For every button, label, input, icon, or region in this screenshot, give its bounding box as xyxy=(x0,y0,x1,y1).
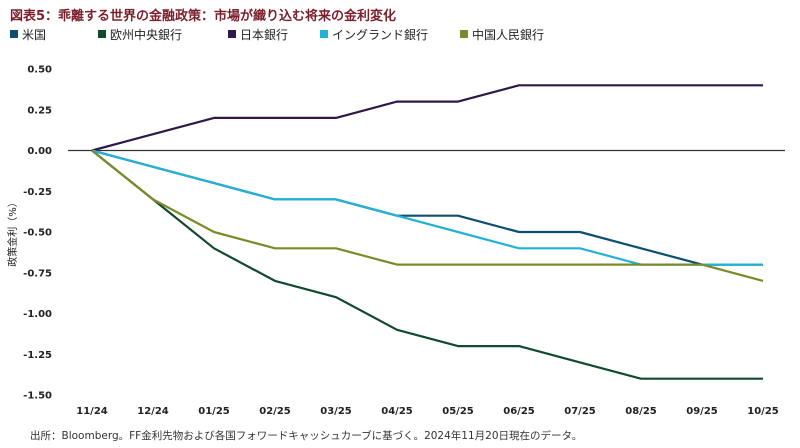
y-tick-label: 0.50 xyxy=(27,65,52,76)
legend-item: 米国 xyxy=(10,26,46,43)
series-line-1 xyxy=(91,149,763,266)
y-tick-label: -0.50 xyxy=(23,228,52,239)
legend-swatch xyxy=(460,30,468,38)
x-tick-label: 04/25 xyxy=(381,406,413,417)
legend-label: 欧州中央銀行 xyxy=(110,28,183,42)
y-tick-label: 0.25 xyxy=(27,105,52,116)
y-tick-label: -0.75 xyxy=(23,268,52,279)
y-tick-label: -1.50 xyxy=(23,391,52,402)
y-tick-label: -1.00 xyxy=(23,309,52,320)
y-tick-label: -0.25 xyxy=(23,187,52,198)
y-tick-label: 0.00 xyxy=(27,146,52,157)
x-tick-label: 07/25 xyxy=(564,406,596,417)
y-axis-label: 政策金利（%） xyxy=(6,197,19,267)
x-tick-label: 02/25 xyxy=(259,406,291,417)
legend-item: 欧州中央銀行 xyxy=(98,26,182,43)
series-line-4 xyxy=(91,149,763,266)
x-tick-label: 08/25 xyxy=(625,406,657,417)
source-note: 出所：Bloomberg。FF金利先物および各国フォワードキャッシュカーブに基づ… xyxy=(30,430,583,442)
chart-title: 図表5：乖離する世界の金融政策：市場が織り込む将来の金利変化 xyxy=(10,9,397,24)
x-tick-label: 05/25 xyxy=(442,406,474,417)
legend-label: 日本銀行 xyxy=(240,28,289,42)
legend-label: 中国人民銀行 xyxy=(472,28,545,42)
series-line-2 xyxy=(91,149,763,380)
x-tick-label: 01/25 xyxy=(198,406,230,417)
legend-label: イングランド銀行 xyxy=(332,28,429,42)
legend-swatch xyxy=(98,30,106,38)
x-tick-label: 09/25 xyxy=(686,406,718,417)
legend-label: 米国 xyxy=(22,28,47,42)
series-line-5 xyxy=(91,149,764,282)
y-tick-label: -1.25 xyxy=(23,350,52,361)
legend-item: イングランド銀行 xyxy=(320,26,428,43)
legend-item: 中国人民銀行 xyxy=(460,26,544,43)
x-tick-label: 10/25 xyxy=(747,406,779,417)
series-line-3 xyxy=(91,84,763,152)
x-tick-label: 11/24 xyxy=(76,406,108,417)
legend-swatch xyxy=(228,30,236,38)
legend-swatch xyxy=(320,30,328,38)
x-tick-label: 12/24 xyxy=(137,406,169,417)
legend-swatch xyxy=(10,30,18,38)
x-tick-label: 03/25 xyxy=(320,406,352,417)
x-tick-label: 06/25 xyxy=(503,406,535,417)
legend-item: 日本銀行 xyxy=(228,26,288,43)
